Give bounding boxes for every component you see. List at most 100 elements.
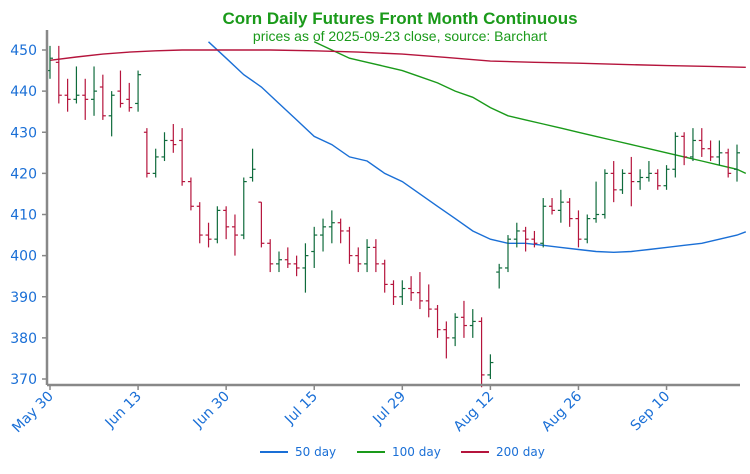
ohlc-bar	[187, 177, 194, 211]
ohlc-bar	[179, 128, 186, 186]
ohlc-bar	[399, 280, 406, 305]
ohlc-bar	[240, 177, 247, 240]
x-tick-label: Sep 10	[628, 389, 674, 435]
ohlc-bar	[496, 263, 503, 289]
ohlc-bar	[557, 189, 564, 223]
ohlc-bar	[522, 226, 529, 252]
ohlc-bar	[672, 132, 679, 178]
ohlc-bar	[434, 304, 441, 338]
ohlc-bar	[601, 169, 608, 219]
ohlc-bar	[531, 230, 538, 248]
ohlc-bar	[619, 169, 626, 194]
ohlc-bar	[593, 181, 600, 223]
y-tick-label: 410	[10, 208, 37, 224]
ohlc-bar	[99, 74, 106, 120]
x-tick-label: Aug 26	[539, 388, 585, 434]
ohlc-bar	[355, 247, 362, 273]
x-tick-label: May 30	[9, 389, 57, 437]
ohlc-bar	[408, 276, 415, 301]
ohlc-bar	[681, 132, 688, 166]
ohlc-bar	[487, 354, 494, 379]
ohlc-bar	[452, 313, 459, 347]
ohlc-bar	[513, 222, 520, 248]
x-tick-labels: May 30 Jun 13 Jun 30 Jul 15 Jul 29 Aug 12 Aug …	[9, 385, 673, 436]
ohlc-bar	[64, 78, 71, 112]
ohlc-bar	[663, 165, 670, 190]
ohlc-bar	[91, 66, 98, 116]
ohlc-bar	[311, 226, 318, 268]
ohlc-bar	[161, 132, 168, 162]
ohlc-bar	[584, 214, 591, 244]
x-tick-label: Jun 13	[102, 389, 145, 432]
ohlc-bar	[328, 210, 335, 244]
ohlc-bar	[540, 198, 547, 248]
moving-average-lines	[49, 41, 747, 254]
x-tick-label: Jul 15	[281, 389, 321, 429]
ohlc-bar	[293, 255, 300, 277]
y-tick-label: 400	[10, 249, 37, 265]
ohlc-bar	[478, 317, 485, 388]
ohlc-bar	[284, 247, 291, 268]
ma-line-200-day	[49, 49, 746, 68]
axes	[45, 30, 740, 387]
ohlc-bar	[698, 128, 705, 157]
ohlc-bar	[716, 140, 723, 166]
ohlc-bar	[170, 124, 177, 153]
ohlc-bar	[707, 140, 714, 162]
ohlc-bars	[47, 45, 740, 388]
ohlc-bar	[610, 161, 617, 203]
ohlc-bar	[55, 45, 62, 104]
ohlc-bar	[637, 169, 644, 190]
ohlc-bar	[443, 321, 450, 359]
legend-label-50-day: 50 day	[295, 445, 336, 459]
ohlc-bar	[654, 169, 661, 190]
ohlc-bar	[628, 156, 635, 207]
ohlc-bar	[372, 239, 379, 273]
ma-line-50-day	[208, 41, 747, 254]
ohlc-bar	[390, 280, 397, 305]
y-tick-label: 370	[10, 372, 37, 388]
ohlc-bar	[734, 144, 740, 182]
legend: 50 day 100 day 200 day	[260, 445, 545, 459]
y-tick-label: 440	[10, 84, 37, 100]
ohlc-bar	[645, 161, 652, 182]
ohlc-bar	[73, 66, 80, 104]
x-tick-label: Jul 29	[369, 389, 409, 429]
y-tick-label: 450	[10, 43, 37, 59]
legend-label-200-day: 200 day	[496, 445, 545, 459]
legend-label-100-day: 100 day	[392, 445, 441, 459]
ohlc-bar	[196, 202, 203, 244]
ohlc-bar	[276, 251, 282, 273]
ohlc-bar	[689, 128, 696, 162]
ohlc-bar	[416, 272, 423, 310]
ohlc-bar	[364, 239, 371, 273]
ohlc-bar	[135, 70, 142, 112]
ma-line-100-day	[313, 41, 747, 175]
ohlc-bar	[152, 148, 159, 178]
y-tick-label: 380	[10, 331, 37, 347]
ohlc-bar	[82, 78, 89, 120]
x-tick-label: Jun 30	[190, 389, 233, 432]
ohlc-bar	[267, 239, 274, 273]
ohlc-bar	[549, 198, 556, 215]
ohlc-bar	[126, 82, 133, 112]
ohlc-bar	[214, 206, 221, 244]
ohlc-bar	[346, 226, 353, 264]
ohlc-bar	[460, 300, 467, 338]
chart-subtitle: prices as of 2025-09-23 close, source: B…	[253, 28, 547, 44]
ohlc-bar	[566, 198, 573, 227]
ohlc-bar	[337, 218, 344, 244]
ohlc-bar	[725, 148, 732, 178]
y-tick-label: 420	[10, 166, 37, 182]
ohlc-bar	[320, 218, 327, 252]
ohlc-bar	[381, 259, 388, 293]
ohlc-bar	[108, 91, 115, 137]
ohlc-bar	[302, 243, 309, 293]
y-tick-labels: 370 380 390 400 410 420 430 440 450	[10, 43, 47, 388]
ohlc-bar	[249, 148, 256, 182]
ohlc-bar	[143, 128, 150, 178]
ohlc-bar	[205, 222, 212, 248]
y-tick-label: 430	[10, 125, 37, 141]
chart-title: Corn Daily Futures Front Month Continuou…	[222, 9, 577, 28]
